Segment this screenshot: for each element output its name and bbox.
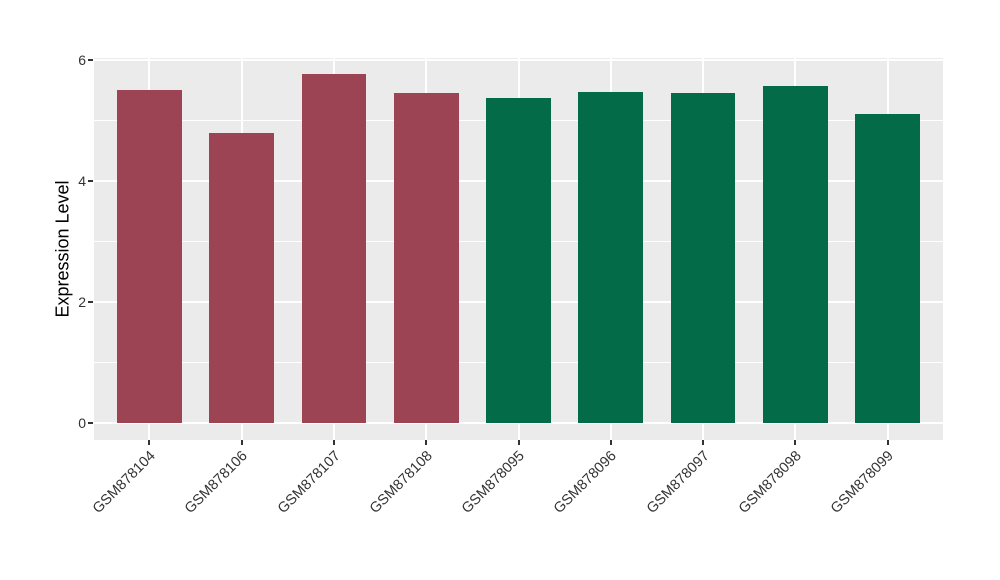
bar [209, 133, 274, 423]
x-tick-label: GSM878096 [551, 448, 621, 517]
bar [670, 93, 736, 423]
x-axis-tick [794, 440, 797, 445]
x-axis-tick [148, 440, 151, 445]
x-axis-tick [702, 440, 705, 445]
x-tick-label: GSM878098 [735, 448, 805, 517]
x-axis-tick [240, 440, 243, 445]
x-axis-tick [517, 440, 520, 445]
y-tick-label: 4 [78, 173, 86, 189]
x-axis-tick [425, 440, 428, 445]
y-axis-tick [88, 180, 93, 182]
bar [486, 98, 551, 423]
x-tick-label: GSM878106 [182, 448, 251, 517]
bar [763, 86, 828, 423]
bar [393, 92, 459, 423]
y-axis-tick [88, 422, 93, 424]
y-axis-tick [88, 301, 93, 303]
x-axis-tick [609, 440, 612, 445]
x-tick-label: GSM878108 [366, 448, 436, 517]
bar [117, 89, 182, 423]
bar [301, 73, 367, 423]
y-axis-tick [88, 59, 93, 61]
bar [578, 92, 644, 423]
y-tick-label: 6 [78, 52, 86, 68]
plot-panel [94, 58, 943, 440]
y-tick-label: 2 [78, 294, 86, 310]
y-tick-label: 0 [78, 415, 86, 431]
x-tick-label: GSM878099 [828, 448, 897, 517]
x-axis-tick [886, 440, 889, 445]
x-tick-label: GSM878107 [274, 448, 344, 517]
x-tick-label: GSM878104 [89, 448, 159, 517]
bar [855, 113, 920, 423]
x-tick-label: GSM878097 [643, 448, 713, 517]
x-axis-tick [332, 440, 335, 445]
x-tick-label: GSM878095 [458, 448, 528, 517]
